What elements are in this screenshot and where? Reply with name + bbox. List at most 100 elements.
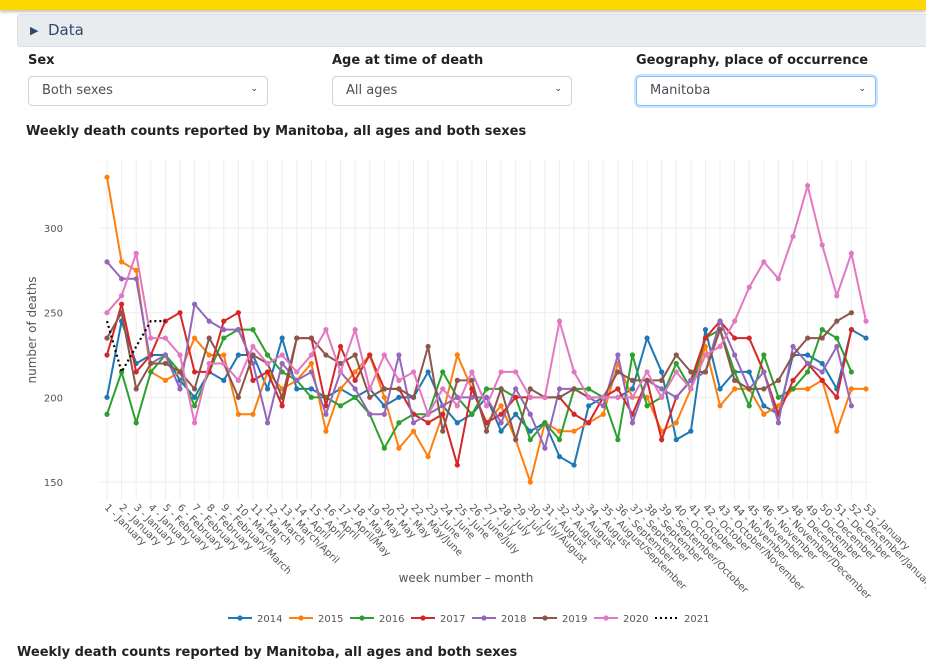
data-point-2017	[848, 327, 855, 333]
data-point-2020	[381, 352, 387, 358]
data-point-2019	[425, 343, 431, 350]
data-point-2014	[264, 386, 271, 392]
x-axis-label: week number – month	[399, 571, 534, 585]
second-chart-title: Weekly death counts reported by Manitoba…	[17, 645, 518, 660]
data-point-2019	[848, 310, 855, 316]
age-select-value: All ages	[346, 83, 398, 98]
data-point-2016	[527, 437, 533, 443]
data-point-2020	[834, 293, 840, 299]
data-point-2020	[221, 360, 227, 367]
details-label: Data	[48, 21, 84, 39]
data-point-2020	[717, 343, 723, 350]
data-point-2020	[513, 369, 519, 375]
data-point-2015	[805, 386, 811, 392]
data-point-2019	[133, 386, 139, 392]
data-point-2020	[542, 394, 548, 400]
data-point-2017	[615, 386, 621, 392]
data-point-2020	[148, 335, 154, 341]
data-point-2019	[688, 369, 694, 375]
data-point-2020	[527, 394, 533, 400]
data-point-2015	[527, 479, 533, 485]
series-2020	[104, 181, 869, 426]
data-point-2015	[732, 386, 738, 392]
data-point-2020	[600, 394, 606, 400]
legend-label: 2018	[501, 614, 526, 625]
data-point-2019	[352, 352, 358, 358]
y-axis-label: number of deaths	[25, 277, 39, 384]
top-accent-bar	[0, 0, 926, 10]
legend-item-2021[interactable]: 2021	[655, 614, 709, 625]
data-point-2017	[746, 335, 752, 341]
data-point-2015	[162, 377, 168, 383]
data-point-2017	[133, 369, 139, 375]
data-point-2018	[279, 360, 285, 367]
data-point-2018	[498, 420, 504, 426]
legend-item-2015[interactable]: 2015	[289, 614, 343, 625]
data-point-2017	[659, 437, 665, 443]
data-point-2019	[250, 352, 256, 358]
data-point-2016	[469, 411, 475, 417]
data-point-2019	[673, 352, 679, 358]
data-point-2015	[673, 420, 679, 426]
data-point-2017	[235, 310, 241, 316]
data-point-2020	[498, 369, 504, 375]
data-point-2020	[118, 293, 125, 299]
data-point-2019	[440, 428, 446, 434]
data-point-2020	[702, 352, 709, 358]
series-line-2019	[106, 309, 852, 444]
data-details-toggle[interactable]: ▶ Data	[17, 14, 926, 47]
legend-label: 2020	[623, 614, 648, 625]
legend-item-2019[interactable]: 2019	[533, 614, 587, 625]
data-point-2015	[396, 445, 402, 451]
data-point-2019	[659, 377, 665, 383]
data-point-2014	[513, 411, 519, 417]
geography-select[interactable]: Manitoba ⌄	[636, 76, 876, 106]
data-point-2017	[191, 369, 198, 375]
data-point-2014	[819, 360, 825, 367]
data-point-2017	[586, 420, 592, 426]
legend-item-2018[interactable]: 2018	[472, 614, 526, 625]
legend-item-2016[interactable]: 2016	[350, 614, 404, 625]
legend-item-2017[interactable]: 2017	[411, 614, 465, 625]
data-point-2019	[235, 394, 241, 400]
data-point-2015	[250, 411, 256, 417]
data-point-2018	[162, 352, 168, 358]
data-point-2019	[556, 394, 563, 400]
data-point-2017	[702, 335, 709, 341]
data-point-2019	[775, 377, 782, 383]
data-point-2015	[761, 411, 767, 417]
data-point-2017	[732, 335, 738, 341]
data-point-2018	[308, 369, 314, 375]
data-point-2016	[440, 369, 446, 375]
data-point-2014	[586, 403, 592, 409]
data-point-2018	[629, 420, 636, 426]
data-point-2020	[206, 360, 212, 367]
data-point-2017	[834, 394, 840, 400]
data-point-2020	[162, 335, 168, 341]
data-point-2016	[615, 437, 621, 443]
data-point-2019	[337, 360, 344, 367]
data-point-2017	[279, 403, 285, 409]
data-point-2019	[177, 369, 183, 375]
age-select[interactable]: All ages ⌄	[332, 76, 572, 106]
data-point-2017	[790, 377, 796, 383]
data-point-2018	[118, 276, 125, 282]
data-point-2014	[191, 394, 198, 400]
data-point-2017	[250, 377, 256, 383]
data-point-2018	[775, 420, 782, 426]
legend: 2014 2015 2016 2017 2018 2019 2020 2021	[228, 614, 709, 625]
legend-label: 2014	[257, 614, 282, 625]
legend-item-2020[interactable]: 2020	[594, 614, 648, 625]
data-point-2015	[571, 428, 577, 434]
legend-item-2014[interactable]: 2014	[228, 614, 282, 625]
data-point-2016	[337, 403, 344, 409]
triangle-right-icon: ▶	[30, 24, 39, 37]
data-point-2018	[381, 411, 387, 417]
data-point-2016	[250, 327, 256, 333]
data-point-2020	[805, 183, 811, 189]
sex-select[interactable]: Both sexes ⌄	[28, 76, 268, 106]
data-point-2020	[367, 386, 373, 392]
data-point-2016	[673, 360, 679, 367]
chart-title: Weekly death counts reported by Manitoba…	[26, 124, 527, 139]
